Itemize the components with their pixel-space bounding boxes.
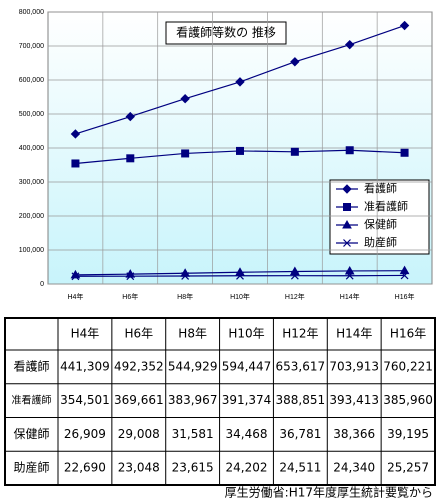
- table-cell: 393,413: [329, 393, 379, 407]
- marker: [290, 57, 300, 67]
- row-label: 看護師: [13, 358, 49, 373]
- y-tick-label: 800,000: [19, 9, 44, 16]
- table-header: H4年: [71, 327, 100, 341]
- table-header: H8年: [178, 327, 207, 341]
- marker: [345, 39, 355, 50]
- y-tick-label: 400,000: [19, 145, 44, 152]
- y-tick-label: 500,000: [19, 111, 44, 118]
- marker: [70, 129, 81, 139]
- x-tick-label: H6年: [122, 292, 138, 301]
- table-cell: 29,008: [118, 427, 160, 441]
- y-tick-label: 300,000: [19, 179, 44, 186]
- y-tick-label: 200,000: [19, 213, 44, 220]
- table-header: H16年: [390, 327, 426, 341]
- table-cell: 24,511: [279, 461, 321, 475]
- marker: [345, 271, 354, 280]
- marker: [126, 272, 135, 281]
- y-tick-label: 700,000: [19, 43, 44, 50]
- table-cell: 31,581: [172, 427, 214, 441]
- table-cell: 39,195: [387, 427, 429, 441]
- marker: [71, 272, 80, 281]
- marker: [181, 272, 190, 280]
- marker: [345, 146, 354, 155]
- marker: [342, 219, 352, 229]
- table-cell: 26,909: [64, 427, 106, 441]
- table-header: H6年: [124, 327, 153, 341]
- marker: [71, 159, 80, 168]
- table-cell: 22,690: [64, 461, 106, 475]
- legend-label: 看護師: [364, 181, 397, 195]
- table-cell: 594,447: [222, 359, 272, 373]
- table-cell: 385,960: [383, 393, 433, 407]
- table-cell: 653,617: [276, 359, 326, 373]
- marker: [181, 149, 190, 158]
- marker: [399, 265, 410, 275]
- row-label: 准看護師: [12, 394, 52, 407]
- title-box: [165, 21, 287, 45]
- table-cell: 391,374: [222, 393, 272, 407]
- x-tick-label: H10年: [230, 292, 250, 301]
- table-cell: 23,615: [172, 461, 214, 475]
- table-cell: 441,309: [60, 359, 110, 373]
- table-cell: 544,929: [168, 359, 218, 373]
- marker: [235, 77, 245, 87]
- marker: [236, 146, 244, 155]
- legend-label: 准看護師: [364, 199, 408, 213]
- table-cell: 38,366: [333, 427, 375, 441]
- legend-label: 保健師: [364, 217, 397, 231]
- table-cell: 24,340: [333, 461, 375, 475]
- marker: [400, 271, 409, 280]
- table-cell: 703,913: [329, 359, 379, 373]
- table-header: H14年: [336, 327, 372, 341]
- marker: [343, 239, 351, 247]
- row-label: 助産師: [13, 460, 49, 475]
- y-tick-label: 600,000: [19, 77, 44, 84]
- marker: [342, 184, 352, 194]
- marker: [343, 203, 351, 211]
- table-cell: 369,661: [114, 393, 164, 407]
- source: 厚生労働省:H17年度厚生統計要覧から: [225, 485, 433, 500]
- marker: [289, 266, 300, 275]
- table-cell: 36,781: [279, 427, 321, 441]
- table-cell: 492,352: [114, 359, 164, 373]
- x-tick-label: H12年: [285, 292, 305, 301]
- y-tick-label: 0: [40, 281, 44, 288]
- table-cell: 25,257: [387, 461, 429, 475]
- table-header: H12年: [282, 327, 318, 341]
- marker: [399, 20, 410, 31]
- y-tick-label: 100,000: [19, 247, 44, 254]
- table-cell: 354,501: [60, 393, 110, 407]
- x-tick-label: H16年: [395, 292, 415, 301]
- chart-title: 看護師等数の 推移: [176, 25, 276, 40]
- legend-label: 助産師: [364, 235, 397, 249]
- marker: [400, 148, 409, 157]
- marker: [290, 271, 299, 280]
- table-cell: 383,967: [168, 393, 218, 407]
- x-tick-label: H8年: [177, 292, 193, 301]
- table-cell: 34,468: [226, 427, 268, 441]
- marker: [180, 94, 190, 104]
- marker: [125, 111, 135, 122]
- x-tick-label: H4年: [67, 292, 83, 301]
- table-cell: 23,048: [118, 461, 160, 475]
- x-tick-label: H14年: [340, 292, 360, 301]
- marker: [344, 265, 355, 275]
- row-label: 保健師: [13, 427, 49, 441]
- table-header: H10年: [228, 327, 264, 341]
- table-cell: 24,202: [226, 461, 268, 475]
- marker: [236, 271, 244, 280]
- table-cell: 760,221: [383, 359, 433, 373]
- marker: [126, 154, 135, 163]
- marker: [290, 147, 299, 156]
- table-cell: 388,851: [276, 393, 326, 407]
